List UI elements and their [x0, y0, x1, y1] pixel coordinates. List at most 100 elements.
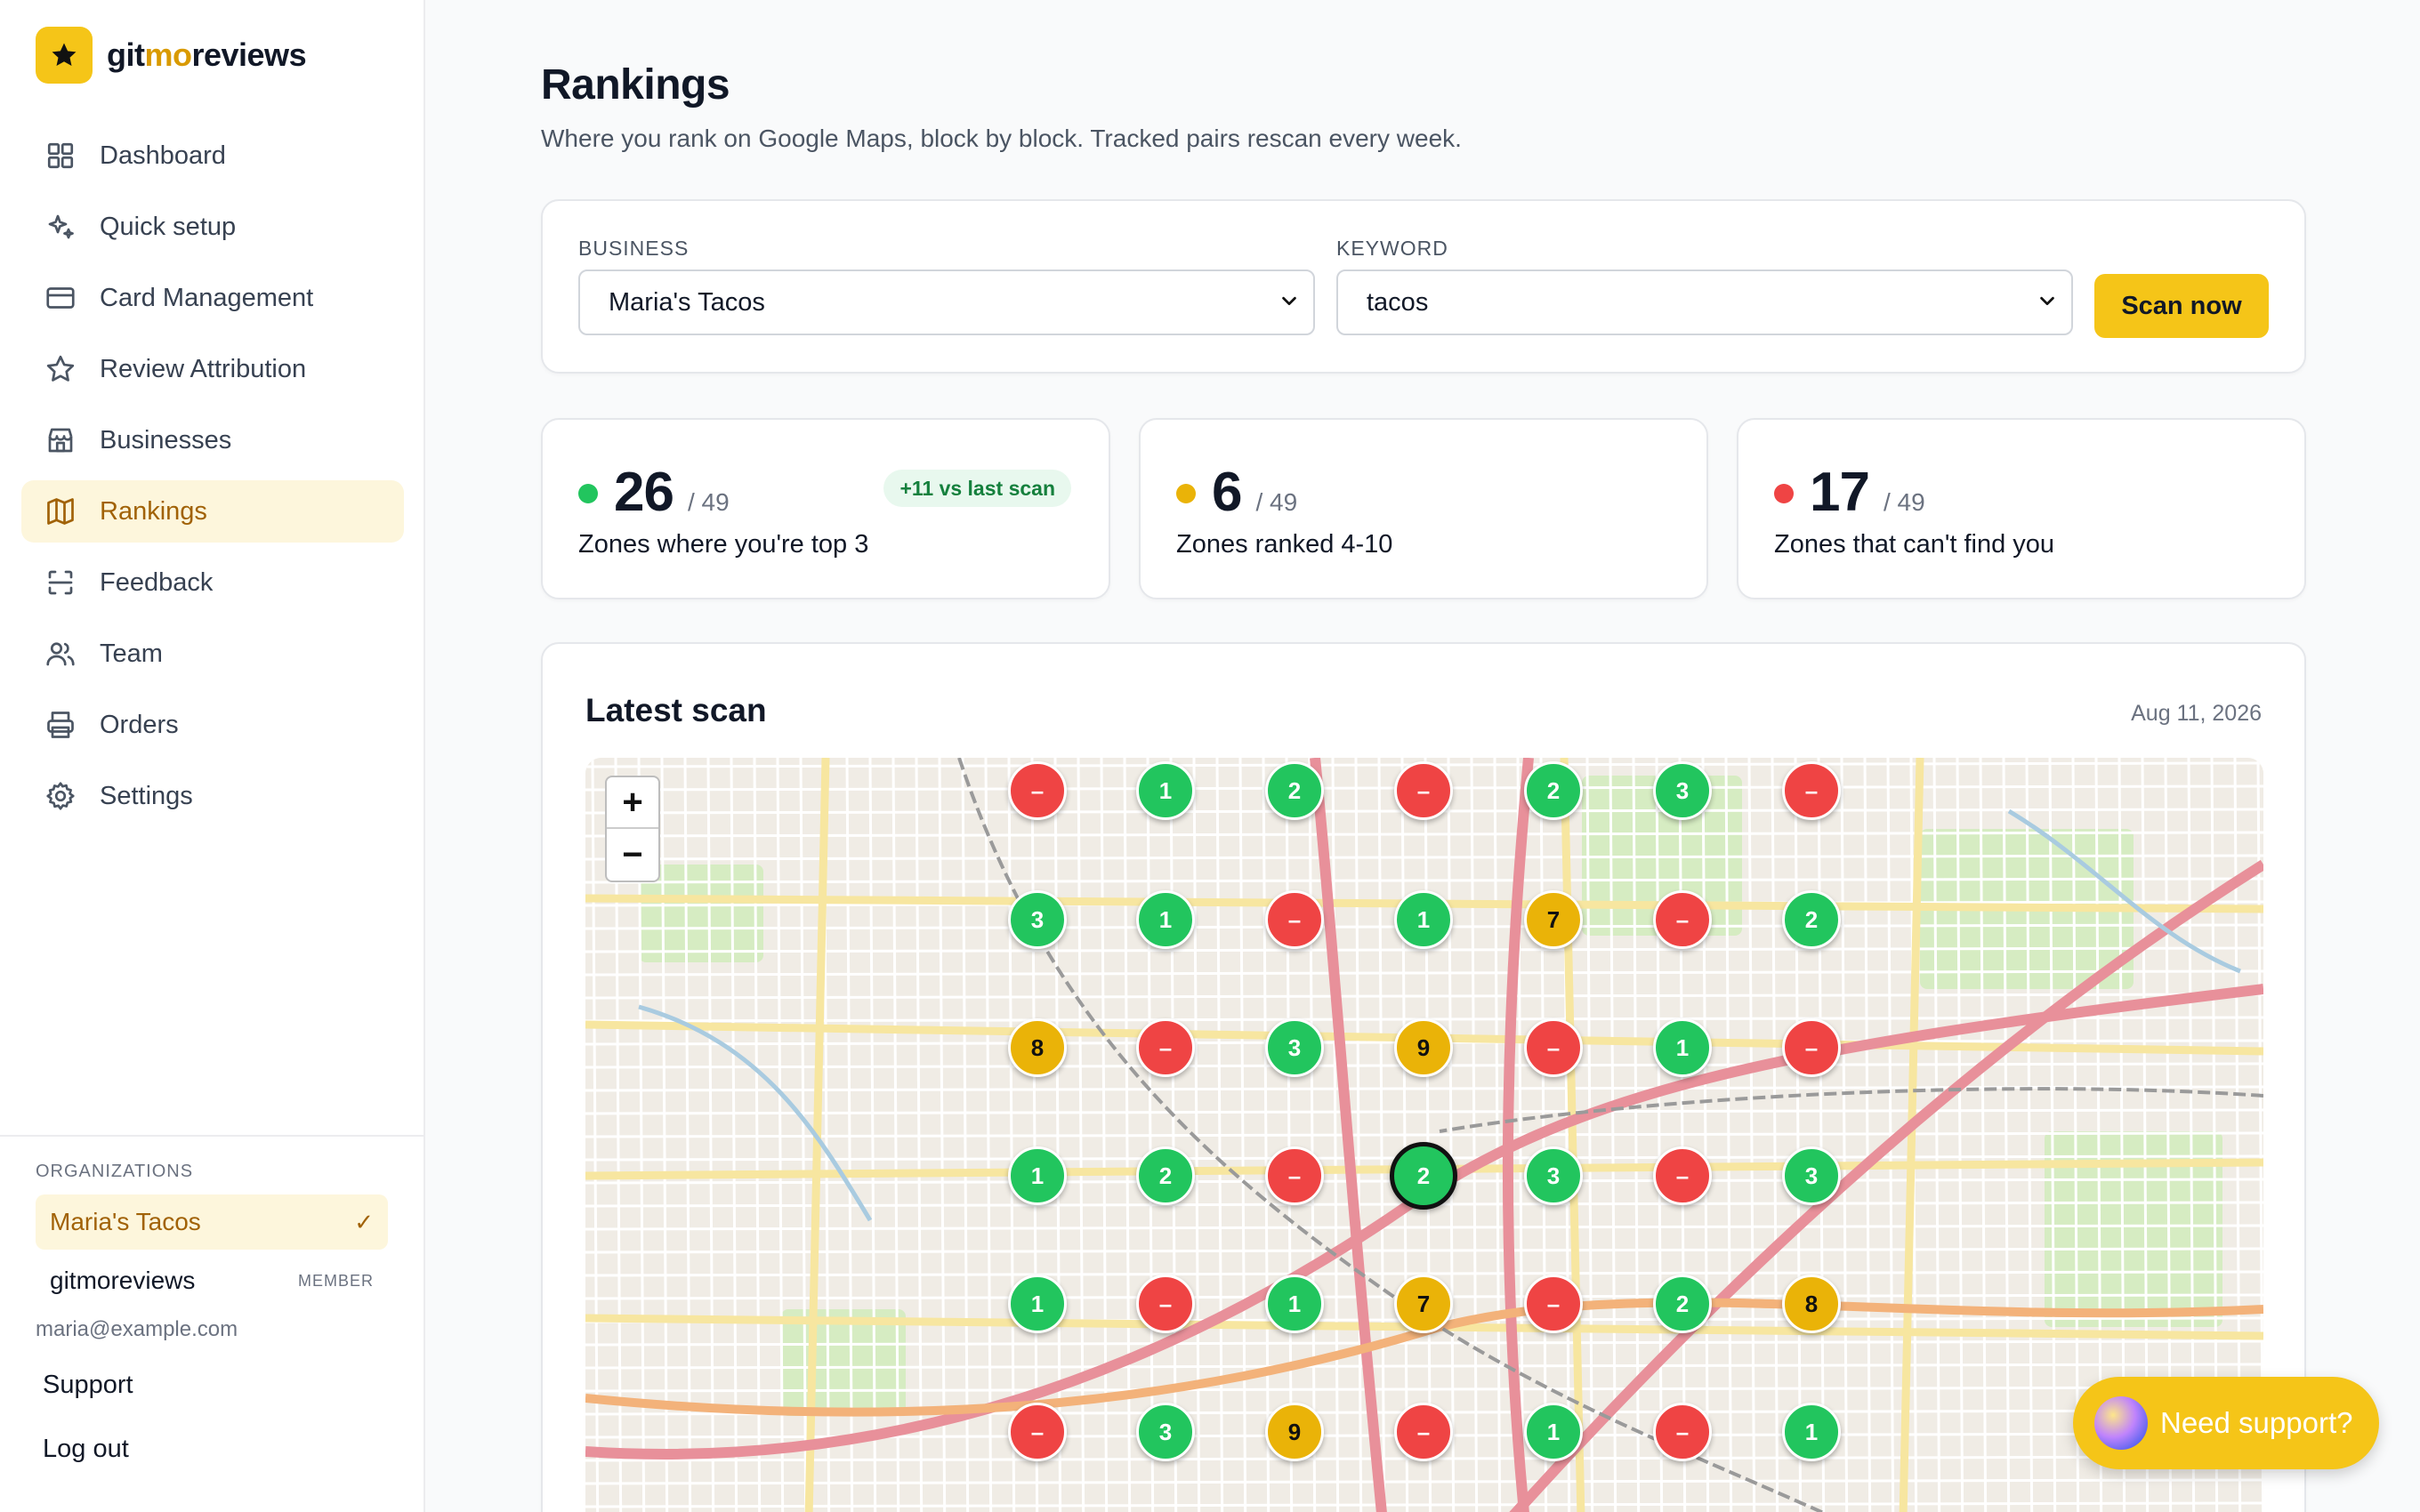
brand-name: gitmoreviews — [107, 36, 307, 73]
logout-link[interactable]: Log out — [43, 1435, 129, 1463]
stat-label: Zones where you're top 3 — [578, 530, 869, 559]
sidebar-item-label: Team — [100, 639, 163, 668]
sidebar-item-orders[interactable]: Orders — [21, 694, 404, 756]
stat-card-top3: 26 / 49 +11 vs last scan Zones where you… — [541, 418, 1110, 599]
sidebar-item-label: Dashboard — [100, 141, 226, 170]
sidebar-nav: Dashboard Quick setup Card Management Re… — [21, 125, 404, 836]
map-creek — [638, 1004, 873, 1222]
chevron-down-icon — [1279, 288, 1299, 318]
chevron-down-icon — [2037, 288, 2057, 318]
map-street — [730, 758, 738, 1512]
map-street — [753, 758, 762, 1512]
grid-marker[interactable]: – — [1394, 1403, 1453, 1461]
grid-marker[interactable]: 1 — [1394, 890, 1453, 949]
grid-marker[interactable]: 7 — [1524, 890, 1583, 949]
grid-marker[interactable]: 7 — [1394, 1275, 1453, 1333]
grid-marker[interactable]: 3 — [1524, 1146, 1583, 1205]
business-select[interactable]: Maria's Tacos — [578, 269, 1315, 335]
grid-marker[interactable]: 1 — [1653, 1018, 1712, 1077]
sidebar-item-settings[interactable]: Settings — [21, 765, 404, 827]
map-street — [585, 1085, 2263, 1092]
need-support-button[interactable]: Need support? — [2073, 1377, 2379, 1469]
grid-marker[interactable]: – — [1136, 1018, 1195, 1077]
org-item-marias-tacos[interactable]: Maria's Tacos ✓ — [36, 1194, 388, 1250]
scan-now-button[interactable]: Scan now — [2094, 274, 2269, 338]
sidebar-item-label: Feedback — [100, 567, 214, 597]
grid-marker[interactable]: – — [1653, 890, 1712, 949]
grid-marker[interactable]: 1 — [1782, 1403, 1841, 1461]
sidebar-item-dashboard[interactable]: Dashboard — [21, 125, 404, 187]
map-street — [585, 969, 2263, 977]
rank-grid-map[interactable]: + − – 1 2 – 2 3 – 3 1 – 1 7 – 2 8 – 3 9 – 1 – 1 2 – 2 3 – 3 1 – 1 7 – 2 8 –… — [585, 758, 2263, 1512]
users-icon — [43, 636, 78, 672]
zoom-out-button[interactable]: − — [622, 834, 643, 874]
grid-marker[interactable]: 3 — [1653, 761, 1712, 820]
sidebar-item-label: Card Management — [100, 283, 314, 312]
grid-marker[interactable]: 3 — [1008, 890, 1067, 949]
map-street — [585, 1386, 2263, 1393]
support-link[interactable]: Support — [43, 1371, 133, 1399]
grid-marker[interactable]: 8 — [1008, 1018, 1067, 1077]
stat-value: 6 — [1212, 462, 1242, 523]
grid-marker[interactable]: – — [1782, 1018, 1841, 1077]
grid-marker[interactable]: – — [1394, 761, 1453, 820]
keyword-select[interactable]: tacos — [1336, 269, 2073, 335]
grid-marker[interactable]: 1 — [1008, 1275, 1067, 1333]
page-subtitle: Where you rank on Google Maps, block by … — [541, 125, 1462, 152]
grid-marker[interactable]: 3 — [1265, 1018, 1324, 1077]
map-street — [660, 758, 669, 1512]
grid-marker[interactable]: 2 — [1782, 890, 1841, 949]
grid-marker[interactable]: 1 — [1136, 761, 1195, 820]
grid-marker[interactable]: – — [1008, 761, 1067, 820]
grid-marker[interactable]: 3 — [1136, 1403, 1195, 1461]
grid-marker[interactable]: 1 — [1524, 1403, 1583, 1461]
grid-marker[interactable]: 1 — [1008, 1146, 1067, 1205]
sidebar-item-card-management[interactable]: Card Management — [21, 267, 404, 329]
star-logo-icon — [36, 27, 93, 84]
scan-date: Aug 11, 2026 — [2131, 701, 2262, 726]
grid-marker[interactable]: – — [1008, 1403, 1067, 1461]
grid-marker[interactable]: – — [1653, 1403, 1712, 1461]
grid-marker[interactable]: – — [1136, 1275, 1195, 1333]
grid-marker[interactable]: 2 — [1265, 761, 1324, 820]
scan-title: Latest scan — [585, 692, 767, 728]
support-label: Need support? — [2160, 1406, 2353, 1439]
grid-marker[interactable]: – — [1265, 1146, 1324, 1205]
sidebar-item-feedback[interactable]: Feedback — [21, 551, 404, 614]
grid-marker[interactable]: – — [1524, 1018, 1583, 1077]
grid-marker[interactable]: 9 — [1394, 1018, 1453, 1077]
grid-marker[interactable]: 2 — [1524, 761, 1583, 820]
brand-logo[interactable]: gitmoreviews — [36, 27, 307, 84]
sidebar-item-rankings[interactable]: Rankings — [21, 480, 404, 543]
grid-marker[interactable]: 1 — [1265, 1275, 1324, 1333]
org-item-gitmoreviews[interactable]: gitmoreviews MEMBER — [36, 1253, 388, 1308]
sidebar-item-quick-setup[interactable]: Quick setup — [21, 196, 404, 258]
sidebar-item-businesses[interactable]: Businesses — [21, 409, 404, 471]
map-street — [591, 758, 600, 1512]
grid-marker[interactable]: 2 — [1136, 1146, 1195, 1205]
grid-marker[interactable]: 3 — [1782, 1146, 1841, 1205]
grid-marker[interactable]: 8 — [1782, 1275, 1841, 1333]
main-content: Rankings Where you rank on Google Maps, … — [425, 0, 2420, 1512]
gear-icon — [43, 778, 78, 814]
map-street — [776, 758, 785, 1512]
zoom-in-button[interactable]: + — [607, 777, 658, 829]
sidebar-item-team[interactable]: Team — [21, 623, 404, 685]
grid-marker[interactable]: 1 — [1136, 890, 1195, 949]
grid-marker[interactable]: 9 — [1265, 1403, 1324, 1461]
stat-total: / 49 — [1255, 488, 1298, 516]
sidebar-item-review-attribution[interactable]: Review Attribution — [21, 338, 404, 400]
grid-marker[interactable]: 2 — [1653, 1275, 1712, 1333]
sidebar-item-label: Rankings — [100, 496, 207, 526]
grid-marker[interactable]: – — [1524, 1275, 1583, 1333]
keyword-label: KEYWORD — [1336, 237, 1448, 260]
grid-marker-center[interactable]: 2 — [1390, 1142, 1457, 1210]
sidebar: gitmoreviews Dashboard Quick setup Card … — [0, 0, 425, 1512]
page-title: Rankings — [541, 61, 730, 109]
map-street — [585, 854, 2263, 861]
org-role-badge: MEMBER — [297, 1271, 374, 1290]
map-street — [706, 758, 715, 1512]
grid-marker[interactable]: – — [1782, 761, 1841, 820]
grid-marker[interactable]: – — [1653, 1146, 1712, 1205]
grid-marker[interactable]: – — [1265, 890, 1324, 949]
